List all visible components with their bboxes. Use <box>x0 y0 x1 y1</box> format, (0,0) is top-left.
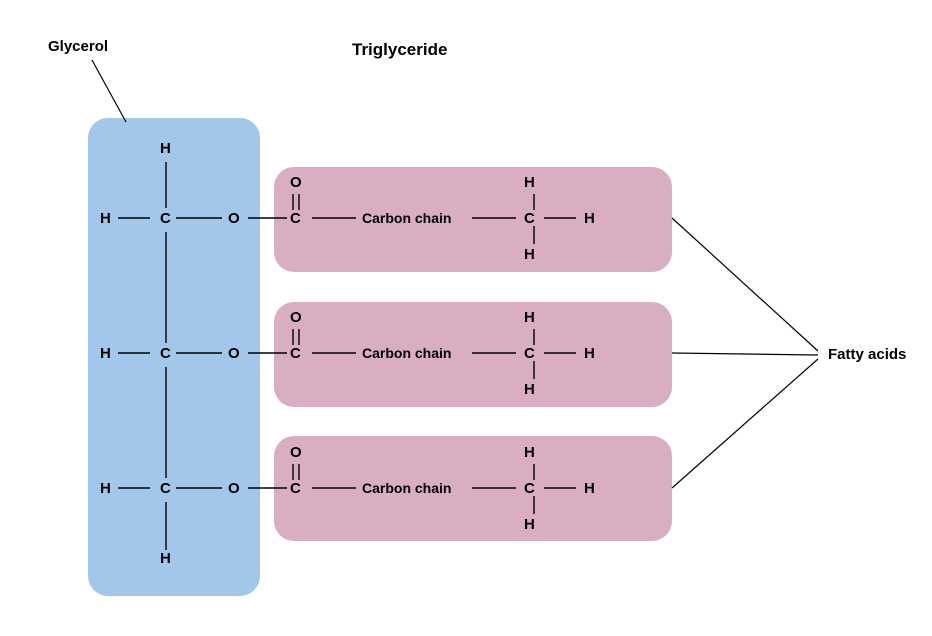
h-r-2: H <box>584 345 595 362</box>
atom-h-bottom: H <box>160 550 171 567</box>
ester-o-2: O <box>290 309 302 326</box>
h-top-3: H <box>524 444 535 461</box>
bond-lines <box>0 0 932 636</box>
ester-c-2: C <box>290 345 301 362</box>
h-bot-3: H <box>524 516 535 533</box>
atom-h-l2: H <box>100 345 111 362</box>
h-top-2: H <box>524 309 535 326</box>
atom-c-1: C <box>160 210 171 227</box>
chain-1: Carbon chain <box>362 210 451 226</box>
c2-1: C <box>524 210 535 227</box>
atom-o-1: O <box>228 210 240 227</box>
atom-o-3: O <box>228 480 240 497</box>
h-top-1: H <box>524 174 535 191</box>
atom-c-3: C <box>160 480 171 497</box>
ester-c-1: C <box>290 210 301 227</box>
ester-o-3: O <box>290 444 302 461</box>
atom-h-l1: H <box>100 210 111 227</box>
ester-o-1: O <box>290 174 302 191</box>
chain-2: Carbon chain <box>362 345 451 361</box>
h-r-1: H <box>584 210 595 227</box>
c2-2: C <box>524 345 535 362</box>
atom-c-2: C <box>160 345 171 362</box>
atom-h-l3: H <box>100 480 111 497</box>
ester-c-3: C <box>290 480 301 497</box>
h-bot-1: H <box>524 246 535 263</box>
atom-h-top: H <box>160 140 171 157</box>
chain-3: Carbon chain <box>362 480 451 496</box>
h-bot-2: H <box>524 381 535 398</box>
h-r-3: H <box>584 480 595 497</box>
c2-3: C <box>524 480 535 497</box>
atom-o-2: O <box>228 345 240 362</box>
